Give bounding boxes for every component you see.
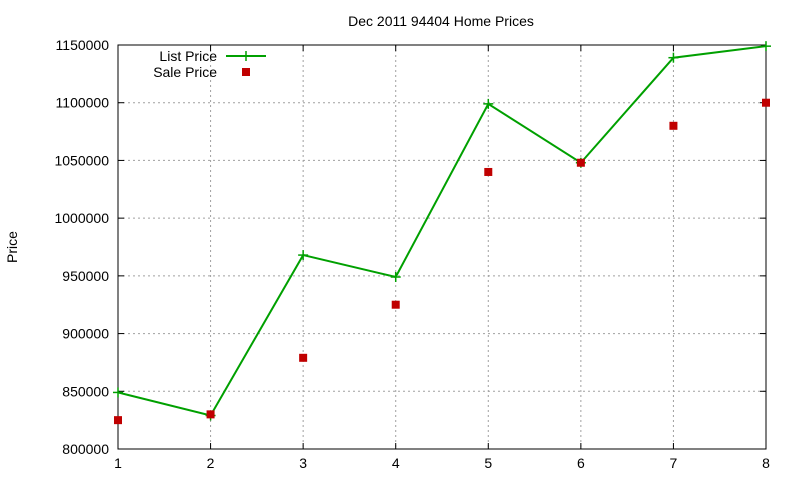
y-tick-label: 800000: [62, 441, 109, 457]
data-point: [206, 410, 215, 419]
x-tick-label: 6: [577, 455, 585, 471]
data-point: [390, 272, 401, 283]
legend-label: List Price: [159, 48, 217, 64]
data-point: [113, 387, 123, 398]
data-point: [483, 98, 494, 109]
legend-label: Sale Price: [153, 64, 217, 80]
grid: [118, 45, 766, 449]
y-tick-label: 950000: [62, 268, 109, 284]
chart-title: Dec 2011 94404 Home Prices: [348, 13, 534, 29]
data-point: [391, 300, 400, 309]
x-tick-label: 5: [484, 455, 492, 471]
data-point: [576, 158, 585, 167]
x-tick-label: 3: [299, 455, 307, 471]
x-tick-label: 2: [207, 455, 215, 471]
data-point: [762, 98, 770, 107]
data-point: [761, 41, 771, 52]
data-point: [299, 353, 308, 362]
data-point: [114, 416, 122, 425]
data-point: [668, 52, 679, 63]
series: [113, 41, 771, 425]
y-tick-label: 1000000: [54, 210, 109, 226]
x-tick-label: 1: [114, 455, 122, 471]
y-tick-label: 850000: [62, 383, 109, 399]
x-tick-label: 8: [762, 455, 770, 471]
axes: 1 2 3 4 5 6 7 8 800000 850000 900000 950000 1000000 1…: [54, 37, 770, 471]
y-tick-label: 1100000: [56, 95, 110, 111]
data-point: [298, 250, 309, 261]
legend-swatch-marker: [242, 68, 250, 76]
y-tick-label: 1050000: [54, 152, 109, 168]
data-point: [669, 121, 678, 130]
plot-frame: [117, 44, 767, 450]
series-line: [117, 45, 767, 417]
series-sale-price: [114, 98, 770, 425]
x-tick-label: 4: [392, 455, 400, 471]
data-point: [484, 167, 493, 176]
y-axis-label: Price: [4, 231, 20, 263]
x-tick-label: 7: [670, 455, 678, 471]
y-tick-label: 1150000: [56, 37, 110, 53]
legend-swatch-marker: [241, 51, 251, 61]
series-list-price: [113, 41, 771, 421]
y-tick-label: 900000: [62, 326, 109, 342]
